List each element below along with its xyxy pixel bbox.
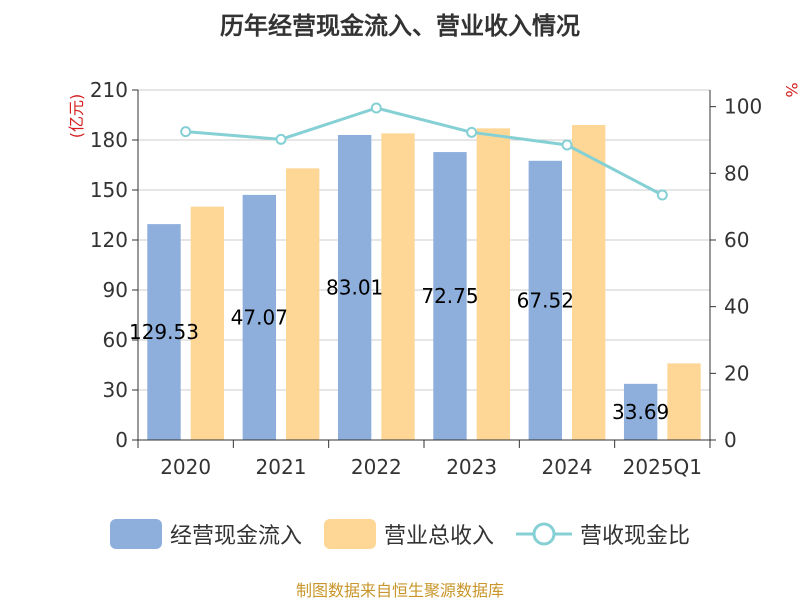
x-tick-label: 2020 (160, 455, 211, 479)
bar-cash-inflow (623, 383, 658, 440)
right-tick-label: 80 (724, 161, 749, 185)
bar-cash-inflow (528, 160, 562, 441)
bar-data-label: 72.75 (421, 284, 478, 308)
bar-cash-inflow (242, 194, 276, 440)
bar-cash-inflow (337, 134, 372, 440)
ratio-point (370, 102, 382, 114)
right-axis-unit: % (782, 82, 800, 97)
left-tick-label: 30 (103, 378, 128, 402)
right-tick-label: 0 (724, 428, 737, 452)
x-tick-label: 2024 (542, 455, 593, 479)
bar-data-label: 47.07 (231, 305, 288, 329)
bar-data-label: 129.53 (129, 320, 199, 344)
legend-label-revenue: 营业总收入 (383, 524, 494, 549)
right-tick-label: 20 (724, 361, 749, 385)
bar-revenue (190, 206, 225, 440)
bar-revenue (286, 168, 320, 441)
bar-data-label: 67.52 (517, 288, 574, 312)
left-tick-label: 60 (103, 328, 128, 352)
bar-revenue (476, 128, 511, 441)
ratio-point (561, 139, 573, 151)
left-tick-label: 0 (115, 428, 128, 452)
legend-item-ratio[interactable]: 营收现金比 (516, 518, 690, 550)
right-tick-label: 40 (724, 295, 749, 319)
ratio-point (466, 126, 478, 138)
legend-label-ratio: 营收现金比 (580, 524, 691, 549)
line-circle-icon (516, 522, 572, 546)
legend-item-cash-inflow[interactable]: 经营现金流入 (109, 518, 302, 550)
source-note: 制图数据来自恒生聚源数据库 (295, 581, 504, 600)
left-axis-unit: (亿元) (67, 94, 86, 139)
axes: 0 30 60 90 120 150 180 210 0 20 40 60 80 100 2020 2021 2… (90, 78, 762, 479)
left-tick-label: 90 (103, 278, 128, 302)
legend-label-cash-inflow: 经营现金流入 (169, 524, 302, 549)
x-tick-label: 2025Q1 (623, 455, 702, 479)
left-tick-label: 150 (90, 178, 128, 202)
left-tick-label: 210 (90, 78, 128, 102)
legend-swatch-cash-inflow (109, 519, 162, 549)
ratio-point (180, 126, 192, 138)
bar-data-label: 83.01 (326, 275, 383, 299)
right-tick-label: 100 (724, 95, 762, 119)
ratio-polyline (185, 106, 664, 197)
bar-cash-inflow (433, 152, 467, 441)
bar-revenue (381, 133, 415, 441)
data-labels: 129.53 47.07 83.01 72.75 67.52 33.69 (129, 275, 669, 423)
ratio-line (180, 102, 668, 201)
legend-item-revenue[interactable]: 营业总收入 (323, 518, 494, 550)
x-tick-label: 2022 (351, 455, 402, 479)
legend: 经营现金流入 营业总收入 营收现金比 (0, 518, 800, 550)
x-tick-label: 2023 (446, 455, 497, 479)
bar-revenue (572, 125, 606, 440)
bar-revenue (667, 363, 701, 440)
ratio-point (656, 189, 668, 201)
ratio-point (275, 133, 287, 145)
bars (147, 125, 701, 441)
left-tick-label: 120 (90, 228, 128, 252)
bar-data-label: 33.69 (612, 400, 669, 424)
x-tick-label: 2021 (256, 455, 307, 479)
left-tick-label: 180 (90, 128, 128, 152)
legend-swatch-revenue (323, 519, 376, 549)
chart-title: 历年经营现金流入、营业收入情况 (220, 12, 580, 40)
right-tick-label: 60 (724, 228, 749, 252)
bar-cash-inflow (147, 224, 181, 440)
